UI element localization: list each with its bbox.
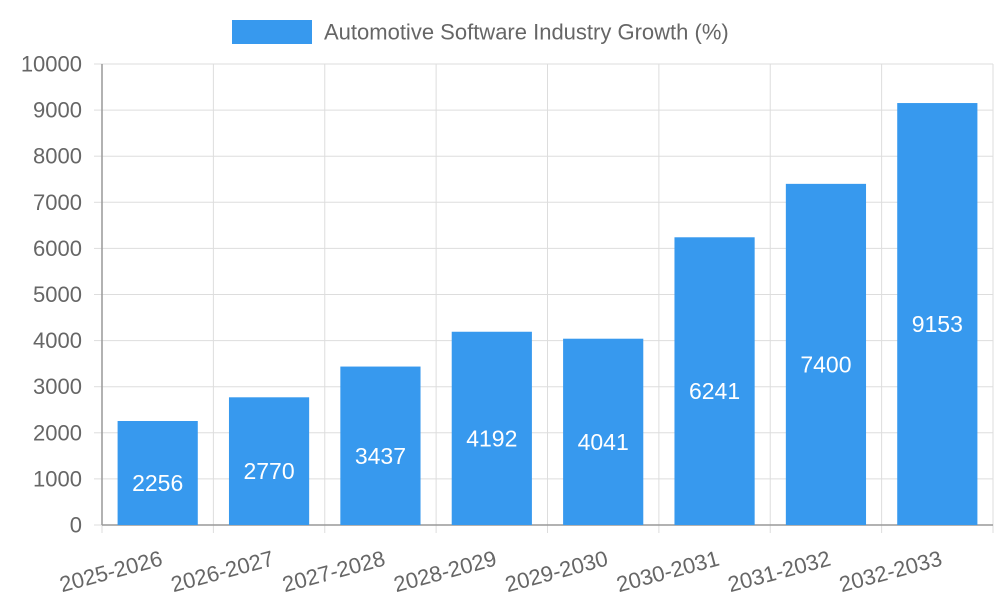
data-label: 3437 [355, 443, 406, 469]
data-label: 7400 [800, 351, 851, 377]
data-label: 9153 [912, 311, 963, 337]
bar[interactable] [897, 103, 978, 526]
bar[interactable] [117, 420, 198, 525]
y-tick-label: 0 [70, 513, 82, 538]
y-tick-label: 4000 [33, 328, 82, 353]
legend-label[interactable]: Automotive Software Industry Growth (%) [324, 20, 729, 45]
bar[interactable] [785, 183, 867, 526]
y-tick-label: 5000 [33, 282, 82, 307]
x-tick-label: 2025-2026 [57, 546, 165, 597]
y-tick-label: 2000 [33, 420, 82, 445]
data-label: 4192 [466, 425, 517, 451]
y-tick-label: 9000 [33, 98, 82, 123]
data-label: 6241 [689, 378, 740, 404]
x-tick-label: 2027-2028 [280, 546, 388, 597]
y-tick-label: 10000 [21, 52, 82, 77]
data-label-layer: 2256 2770 3437 4192 4041 6241 7400 9153 [132, 311, 963, 496]
bar[interactable] [228, 397, 310, 525]
data-label: 4041 [578, 429, 629, 455]
x-tick-label: 2031-2032 [725, 546, 833, 597]
y-tick-label: 7000 [33, 190, 82, 215]
y-tick-label: 6000 [33, 236, 82, 261]
bar-layer [117, 103, 978, 526]
legend[interactable]: Automotive Software Industry Growth (%) [232, 20, 729, 45]
y-tick-label: 1000 [33, 466, 82, 491]
data-label: 2256 [132, 470, 183, 496]
bar[interactable] [563, 338, 644, 525]
x-tick-label: 2030-2031 [614, 546, 722, 597]
bar[interactable] [340, 366, 421, 525]
x-tick-label: 2026-2027 [168, 546, 276, 597]
bar[interactable] [451, 331, 532, 525]
x-tick-label: 2029-2030 [502, 546, 610, 597]
legend-swatch[interactable] [232, 20, 312, 44]
y-tick-label: 3000 [33, 374, 82, 399]
data-label: 2770 [243, 458, 294, 484]
x-tick-label: 2028-2029 [391, 546, 499, 597]
bar[interactable] [674, 237, 755, 525]
x-tick-label: 2032-2033 [837, 546, 945, 597]
y-tick-label: 8000 [33, 144, 82, 169]
